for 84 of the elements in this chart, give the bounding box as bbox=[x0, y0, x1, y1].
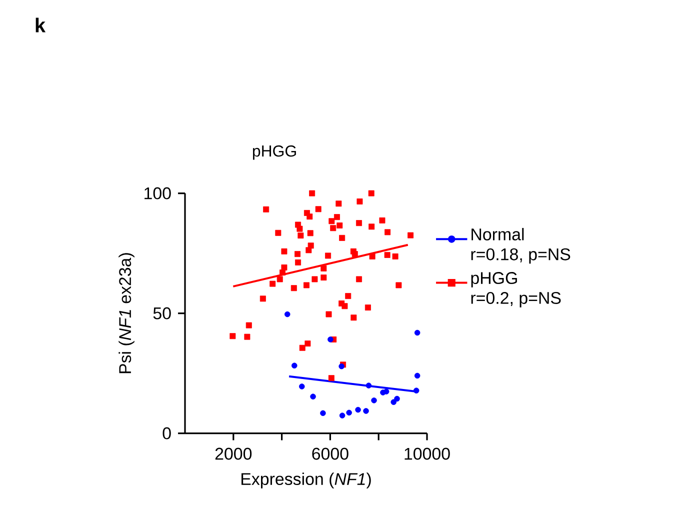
point bbox=[366, 382, 372, 388]
point bbox=[414, 372, 420, 379]
point bbox=[296, 226, 303, 232]
point bbox=[295, 259, 302, 266]
point bbox=[379, 217, 386, 224]
point bbox=[328, 218, 335, 224]
point bbox=[284, 311, 290, 318]
point bbox=[368, 224, 375, 230]
point bbox=[309, 190, 316, 196]
point bbox=[371, 398, 377, 404]
point bbox=[394, 396, 400, 402]
x-tick-label: 2000 bbox=[215, 448, 252, 460]
point bbox=[263, 206, 270, 212]
point bbox=[336, 200, 342, 207]
point bbox=[368, 190, 374, 196]
point bbox=[350, 314, 357, 321]
point bbox=[320, 265, 327, 272]
point bbox=[230, 333, 236, 340]
point bbox=[320, 274, 327, 281]
point bbox=[352, 251, 358, 258]
point bbox=[246, 322, 252, 328]
point bbox=[280, 270, 286, 276]
point bbox=[320, 410, 326, 416]
point bbox=[413, 388, 420, 394]
point bbox=[325, 252, 332, 259]
point bbox=[299, 384, 305, 390]
text: r=0.18, p=NS bbox=[471, 248, 570, 264]
point bbox=[281, 248, 288, 254]
point bbox=[298, 232, 304, 239]
point bbox=[396, 282, 402, 288]
point bbox=[390, 399, 396, 405]
point bbox=[392, 253, 398, 260]
point bbox=[334, 214, 340, 220]
point bbox=[364, 304, 371, 311]
point bbox=[369, 253, 376, 260]
text: k bbox=[36, 18, 46, 32]
text: r=0.2, p=NS bbox=[471, 292, 561, 308]
legend-label: pHGG bbox=[471, 272, 517, 288]
point bbox=[281, 264, 288, 270]
point bbox=[291, 362, 298, 369]
point bbox=[339, 412, 346, 418]
point bbox=[356, 220, 362, 226]
point bbox=[244, 334, 250, 340]
point bbox=[384, 252, 390, 258]
x-tick-label: 10000 bbox=[404, 448, 450, 460]
point bbox=[276, 276, 283, 282]
point bbox=[306, 214, 313, 220]
point bbox=[310, 394, 316, 400]
legend-label: Normal bbox=[472, 228, 524, 240]
y-axis-title: Psi (NF1 ex23a) bbox=[118, 253, 134, 374]
point bbox=[355, 406, 361, 413]
point bbox=[328, 375, 334, 382]
x-tick-label: 6000 bbox=[312, 448, 348, 460]
chart-title: pHGG bbox=[252, 145, 296, 160]
point bbox=[304, 340, 311, 347]
point bbox=[275, 230, 282, 236]
point bbox=[312, 276, 318, 282]
point bbox=[356, 276, 362, 282]
point bbox=[408, 232, 414, 238]
point bbox=[290, 285, 297, 292]
point bbox=[356, 198, 363, 204]
y-tick-label: 0 bbox=[162, 427, 171, 440]
point bbox=[260, 296, 266, 302]
point bbox=[306, 247, 312, 254]
point bbox=[307, 230, 314, 236]
point bbox=[315, 206, 322, 212]
point bbox=[339, 234, 346, 241]
y-tick-label: 100 bbox=[144, 187, 171, 200]
point bbox=[336, 222, 343, 228]
point bbox=[294, 251, 301, 258]
point bbox=[303, 282, 310, 288]
point bbox=[342, 303, 348, 310]
point bbox=[384, 229, 391, 236]
point bbox=[363, 408, 369, 414]
y-tick-label: 50 bbox=[153, 307, 171, 320]
point bbox=[326, 311, 332, 318]
point bbox=[346, 410, 352, 416]
point bbox=[345, 293, 352, 300]
point bbox=[270, 280, 276, 287]
x-axis-title: Expression (NF1) bbox=[242, 472, 371, 488]
point bbox=[330, 225, 336, 232]
point bbox=[414, 330, 420, 336]
point bbox=[299, 344, 306, 351]
point bbox=[328, 336, 334, 342]
